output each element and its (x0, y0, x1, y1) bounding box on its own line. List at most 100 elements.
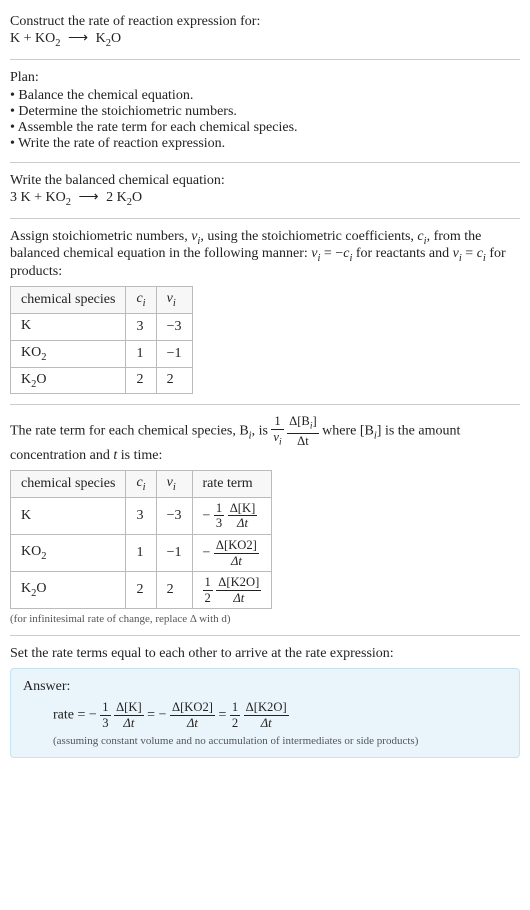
col-rate: rate term (192, 470, 272, 497)
sub: i (279, 437, 282, 447)
col-ci: ci (126, 287, 156, 314)
plan-heading: Plan: (10, 70, 520, 86)
col-species: chemical species (11, 287, 126, 314)
table-row: K2O 2 2 12 Δ[K2O]Δt (11, 572, 272, 609)
rate-section: The rate term for each chemical species,… (10, 409, 520, 631)
num: Δ[K] (228, 502, 258, 517)
answer-label: Answer: (23, 679, 507, 695)
col-ci: ci (126, 470, 156, 497)
neg: − (89, 708, 97, 723)
num: Δ[K] (114, 701, 144, 716)
name: K (21, 581, 31, 596)
frac: Δ[KO2]Δt (214, 539, 259, 567)
t: where [B (322, 424, 374, 439)
table-row: KO2 1 −1 (11, 340, 193, 367)
den: 2 (203, 591, 213, 605)
sub: i (143, 482, 146, 493)
cell-rate: − Δ[KO2]Δt (192, 534, 272, 571)
species: K (117, 190, 127, 205)
table-row: KO2 1 −1 − Δ[KO2]Δt (11, 534, 272, 571)
cell-species: K2O (11, 572, 126, 609)
table-row: K2O 2 2 (11, 367, 193, 394)
col-nui: νi (156, 287, 192, 314)
frac: Δ[KO2]Δt (170, 701, 215, 729)
intro-prompt: Construct the rate of reaction expressio… (10, 14, 520, 30)
cell-nui: 2 (156, 572, 192, 609)
num: 1 (230, 701, 240, 716)
eq: = (147, 708, 158, 723)
table-row: K 3 −3 − 13 Δ[K]Δt (11, 497, 272, 534)
sub: i (173, 298, 176, 309)
den: Δt (170, 716, 215, 730)
answer-assumption: (assuming constant volume and no accumul… (23, 735, 507, 747)
plan-item: Balance the chemical equation. (10, 88, 520, 104)
balanced-heading: Write the balanced chemical equation: (10, 173, 520, 189)
den: 3 (100, 716, 110, 730)
lhs-text: K + KO (10, 31, 55, 46)
cell-ci: 3 (126, 313, 156, 340)
cell-nui: 2 (156, 367, 192, 394)
cell-ci: 2 (126, 572, 156, 609)
n: Δ[B (289, 414, 310, 428)
table-header-row: chemical species ci νi (11, 287, 193, 314)
sub: i (143, 298, 146, 309)
cell-species: KO2 (11, 340, 126, 367)
cell-species: KO2 (11, 534, 126, 571)
answer-box: Answer: rate = − 13 Δ[K]Δt = − Δ[KO2]Δt … (10, 668, 520, 758)
plan-section: Plan: Balance the chemical equation. Det… (10, 64, 520, 158)
cell-ci: 2 (126, 367, 156, 394)
den: Δt (114, 716, 144, 730)
answer-rate: rate = − 13 Δ[K]Δt = − Δ[KO2]Δt = 12 Δ[K… (23, 701, 507, 729)
rate-word: rate = (53, 708, 89, 723)
sub: i (173, 482, 176, 493)
den: Δt (214, 554, 259, 568)
species: KO (46, 190, 66, 205)
neg: − (159, 708, 167, 723)
plan-item: Assemble the rate term for each chemical… (10, 120, 520, 136)
t: The rate term for each chemical species,… (10, 424, 249, 439)
table-row: K 3 −3 (11, 313, 193, 340)
den: 2 (230, 716, 240, 730)
arrow-icon: ⟶ (64, 31, 92, 46)
col-species: chemical species (11, 470, 126, 497)
stoich-table: chemical species ci νi K 3 −3 KO2 1 −1 K… (10, 286, 193, 394)
stoich-text: Assign stoichiometric numbers, νi, using… (10, 229, 520, 281)
frac: Δ[K2O]Δt (244, 701, 289, 729)
cell-nui: −1 (156, 534, 192, 571)
name: K (21, 508, 31, 523)
tail: O (36, 372, 46, 387)
num: 1 (100, 701, 110, 716)
name: KO (21, 544, 41, 559)
frac: Δ[K]Δt (228, 502, 258, 530)
rate-note: (for infinitesimal rate of change, repla… (10, 613, 520, 625)
rhs-text: K (96, 31, 106, 46)
divider (10, 59, 520, 60)
cell-nui: −3 (156, 497, 192, 534)
rhs-tail: O (111, 31, 121, 46)
neg: − (203, 545, 211, 560)
num: 1 (203, 576, 213, 591)
cell-species: K (11, 313, 126, 340)
table-header-row: chemical species ci νi rate term (11, 470, 272, 497)
num: Δ[KO2] (214, 539, 259, 554)
cell-ci: 3 (126, 497, 156, 534)
cell-rate: − 13 Δ[K]Δt (192, 497, 272, 534)
num: Δ[K2O] (216, 576, 261, 591)
eq: = (218, 708, 229, 723)
cell-ci: 1 (126, 534, 156, 571)
frac: Δ[K]Δt (114, 701, 144, 729)
name: K (21, 372, 31, 387)
num: Δ[K2O] (244, 701, 289, 716)
col-nui: νi (156, 470, 192, 497)
balanced-section: Write the balanced chemical equation: 3 … (10, 167, 520, 214)
t: is time: (117, 448, 162, 463)
divider (10, 162, 520, 163)
coef: 3 (10, 190, 21, 205)
plus: + (31, 190, 46, 205)
lhs-sub: 2 (55, 38, 60, 49)
plan-item: Determine the stoichiometric numbers. (10, 104, 520, 120)
den: Δt (216, 591, 261, 605)
divider (10, 218, 520, 219)
divider (10, 635, 520, 636)
t: , is (252, 424, 272, 439)
